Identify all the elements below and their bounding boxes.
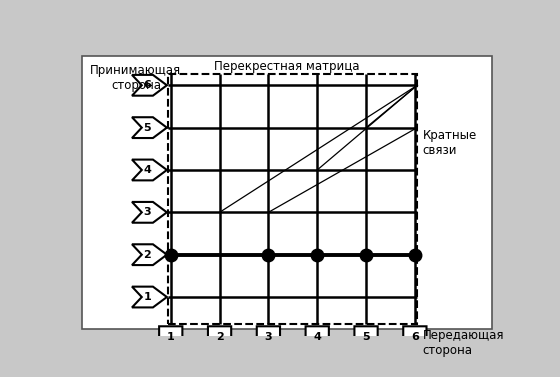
Text: 4: 4 xyxy=(313,332,321,342)
Text: 3: 3 xyxy=(143,207,151,217)
Text: 2: 2 xyxy=(143,250,151,260)
Text: 4: 4 xyxy=(143,165,151,175)
Text: Передающая
сторона: Передающая сторона xyxy=(423,329,504,357)
Polygon shape xyxy=(403,326,427,353)
Text: Кратные
связи: Кратные связи xyxy=(423,129,477,157)
Text: 3: 3 xyxy=(264,332,272,342)
Text: 6: 6 xyxy=(411,332,419,342)
Text: Перекрестная матрица: Перекрестная матрица xyxy=(214,60,360,73)
Bar xyxy=(169,74,417,324)
FancyBboxPatch shape xyxy=(82,56,492,329)
Polygon shape xyxy=(132,159,167,180)
Polygon shape xyxy=(208,326,231,353)
Text: 5: 5 xyxy=(362,332,370,342)
Polygon shape xyxy=(306,326,329,353)
Polygon shape xyxy=(132,75,167,96)
Polygon shape xyxy=(354,326,377,353)
Text: Принимающая
сторона: Принимающая сторона xyxy=(90,64,181,92)
Text: 1: 1 xyxy=(143,292,151,302)
Polygon shape xyxy=(257,326,280,353)
Text: 1: 1 xyxy=(167,332,175,342)
Text: 5: 5 xyxy=(143,123,151,133)
Polygon shape xyxy=(132,244,167,265)
Text: 2: 2 xyxy=(216,332,223,342)
Polygon shape xyxy=(132,287,167,307)
Polygon shape xyxy=(132,117,167,138)
Polygon shape xyxy=(159,326,183,353)
Polygon shape xyxy=(132,202,167,223)
Text: 6: 6 xyxy=(143,80,151,90)
